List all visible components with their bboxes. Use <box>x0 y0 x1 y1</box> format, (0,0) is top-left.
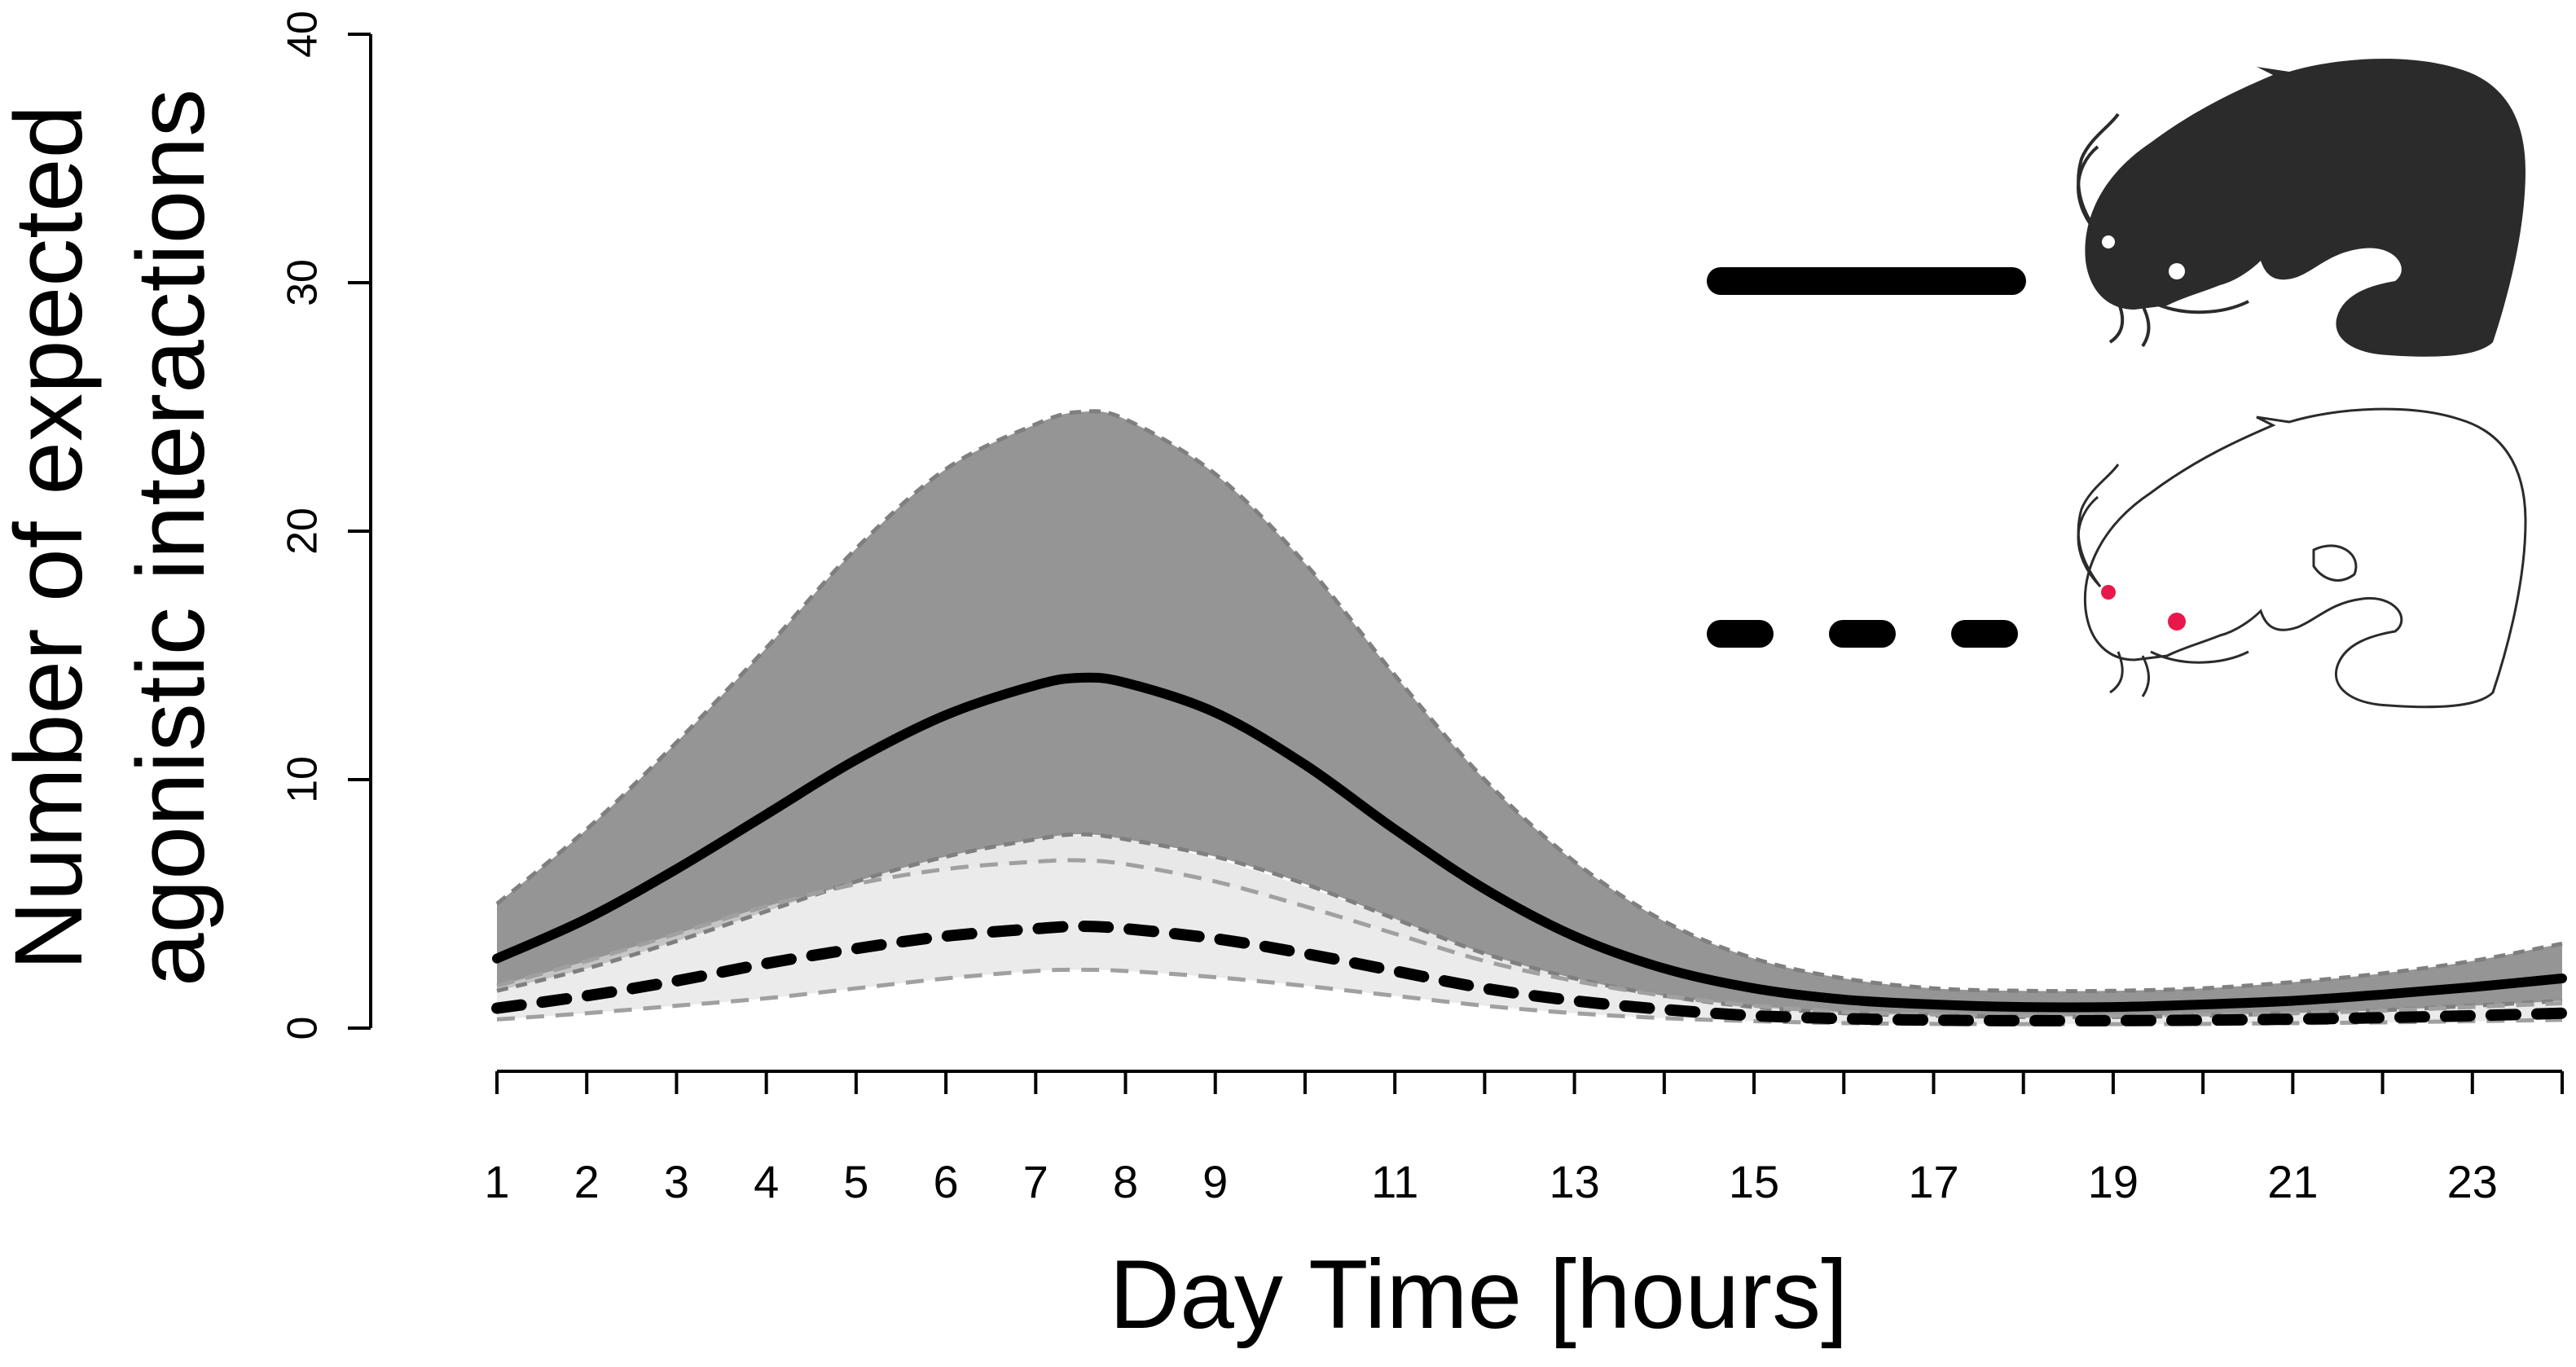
y-axis-title-line-1: Number of expected <box>0 105 103 971</box>
x-tick-label: 17 <box>1908 1156 1958 1207</box>
x-tick-label: 15 <box>1729 1156 1779 1207</box>
legend <box>1707 59 2527 709</box>
ci-lower-solid-series <box>496 832 2563 1019</box>
x-tick-label: 13 <box>1549 1156 1599 1207</box>
ci-upper-dashed-series <box>496 858 2563 1018</box>
ci-band-dashed-inner <box>497 859 2562 1025</box>
ci-band-solid-series <box>497 411 2562 1018</box>
plot-area <box>491 409 2568 1026</box>
ci-lower-dashed-series <box>496 967 2563 1026</box>
x-tick-label: 2 <box>574 1156 600 1207</box>
y-tick-label: 40 <box>279 11 327 58</box>
y-tick-label: 30 <box>279 259 327 306</box>
y-tick-label: 0 <box>279 1017 327 1040</box>
x-tick-label: 7 <box>1023 1156 1048 1207</box>
x-tick-label: 1 <box>484 1156 509 1207</box>
x-tick-label: 23 <box>2447 1156 2498 1207</box>
ci-upper-solid-series <box>495 409 2563 994</box>
y-tick-label: 10 <box>279 756 327 803</box>
catfish-outline-icon <box>2077 407 2527 709</box>
y-axis: 0 10 20 30 40 <box>279 11 372 1040</box>
x-tick-label: 19 <box>2088 1156 2139 1207</box>
x-axis-title: Day Time [hours] <box>1110 1240 1848 1349</box>
catfish-dark-silhouette-icon <box>2077 59 2525 357</box>
x-tick-label: 6 <box>934 1156 959 1207</box>
x-tick-label: 9 <box>1202 1156 1228 1207</box>
y-axis-title-line-2: agonistic interactions <box>117 89 225 987</box>
y-tick-label: 20 <box>279 508 327 555</box>
x-tick-label: 21 <box>2267 1156 2318 1207</box>
series-line-solid <box>492 672 2567 1013</box>
x-tick-label: 3 <box>664 1156 689 1207</box>
x-axis: 1 2 3 4 5 6 7 8 9 11 13 15 17 19 21 23 <box>484 1070 2564 1207</box>
x-tick-label: 8 <box>1113 1156 1138 1207</box>
x-tick-label: 11 <box>1371 1156 1418 1207</box>
x-tick-label: 4 <box>754 1156 779 1207</box>
x-tick-label: 5 <box>843 1156 868 1207</box>
series-line-dashed <box>491 920 2568 1026</box>
